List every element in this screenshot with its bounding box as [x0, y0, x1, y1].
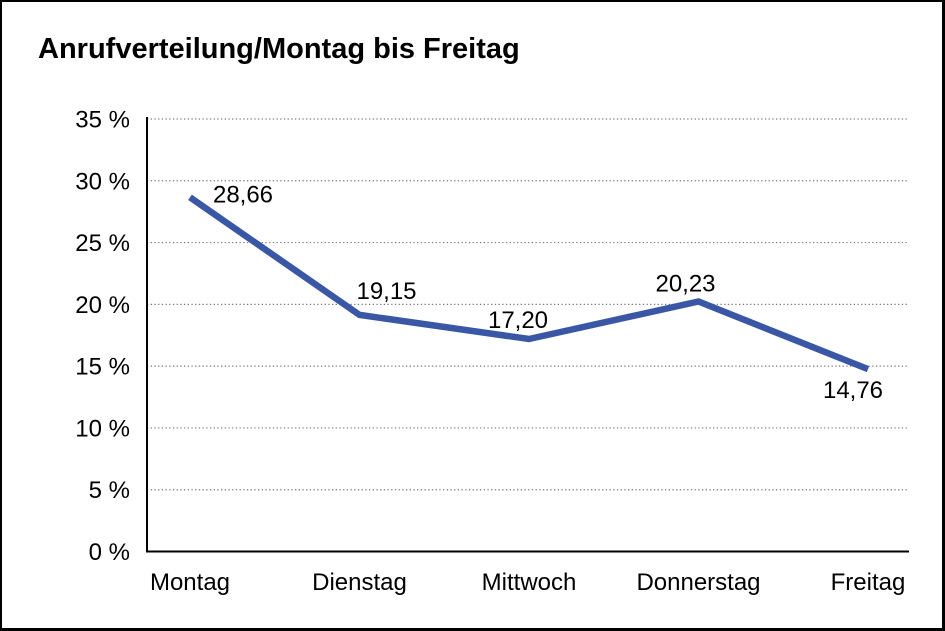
- y-tick-label: 10 %: [75, 415, 130, 442]
- y-tick-label: 25 %: [75, 230, 130, 257]
- data-line: [188, 194, 870, 373]
- data-point-label: 19,15: [356, 278, 416, 305]
- x-category-label: Mittwoch: [482, 569, 577, 596]
- chart-title: Anrufverteilung/Montag bis Freitag: [38, 33, 520, 65]
- x-category-label: Dienstag: [312, 569, 407, 596]
- y-tick-label: 35 %: [75, 107, 130, 134]
- y-tick-label: 15 %: [75, 354, 130, 381]
- x-category-label: Freitag: [831, 569, 906, 596]
- data-point-label: 14,76: [823, 377, 883, 404]
- y-tick-label: 5 %: [89, 477, 130, 504]
- y-tick-label: 20 %: [75, 292, 130, 319]
- data-point-label: 17,20: [488, 307, 548, 334]
- x-category-label: Montag: [150, 569, 230, 596]
- data-point-label: 20,23: [655, 271, 715, 298]
- y-tick-label: 0 %: [89, 539, 130, 566]
- y-tick-label: 30 %: [75, 168, 130, 195]
- data-point-label: 28,66: [213, 181, 273, 208]
- x-category-label: Donnerstag: [636, 569, 760, 596]
